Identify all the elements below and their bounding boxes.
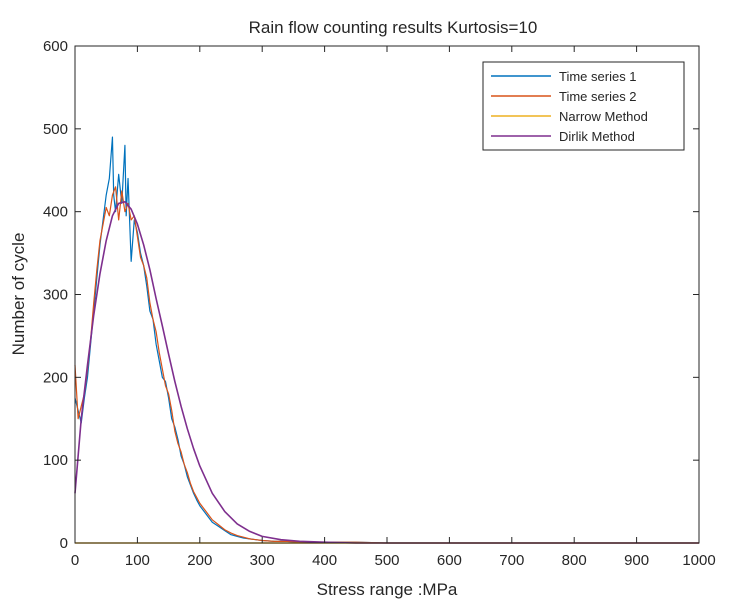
x-tick-label: 0	[71, 552, 79, 569]
y-tick-label: 300	[43, 287, 68, 304]
x-axis-label: Stress range :MPa	[317, 580, 458, 599]
axis-ticks: 0 100 200 300 400 500 600 700 800 900 1000 0 100 200 3…	[43, 38, 716, 569]
x-tick-label: 300	[250, 552, 275, 569]
y-tick-label: 500	[43, 121, 68, 138]
x-tick-label: 1000	[682, 552, 715, 569]
y-tick-label: 200	[43, 369, 68, 386]
y-tick-label: 600	[43, 38, 68, 55]
y-axis-label: Number of cycle	[9, 233, 28, 356]
legend-label-1: Time series 1	[559, 69, 637, 84]
x-tick-label: 200	[187, 552, 212, 569]
x-tick-label: 800	[562, 552, 587, 569]
x-tick-label: 700	[499, 552, 524, 569]
y-tick-label: 0	[60, 535, 68, 552]
x-tick-label: 100	[125, 552, 150, 569]
legend-label-2: Time series 2	[559, 89, 637, 104]
chart-title: Rain flow counting results Kurtosis=10	[249, 18, 538, 37]
series-line-2	[74, 186, 699, 544]
legend-label-4: Dirlik Method	[559, 129, 635, 144]
x-tick-label: 900	[624, 552, 649, 569]
legend-label-3: Narrow Method	[559, 109, 648, 124]
y-tick-label: 100	[43, 452, 68, 469]
x-tick-label: 500	[374, 552, 399, 569]
legend: Time series 1 Time series 2 Narrow Method D…	[482, 61, 685, 151]
x-tick-label: 400	[312, 552, 337, 569]
x-tick-label: 600	[437, 552, 462, 569]
y-tick-label: 400	[43, 204, 68, 221]
